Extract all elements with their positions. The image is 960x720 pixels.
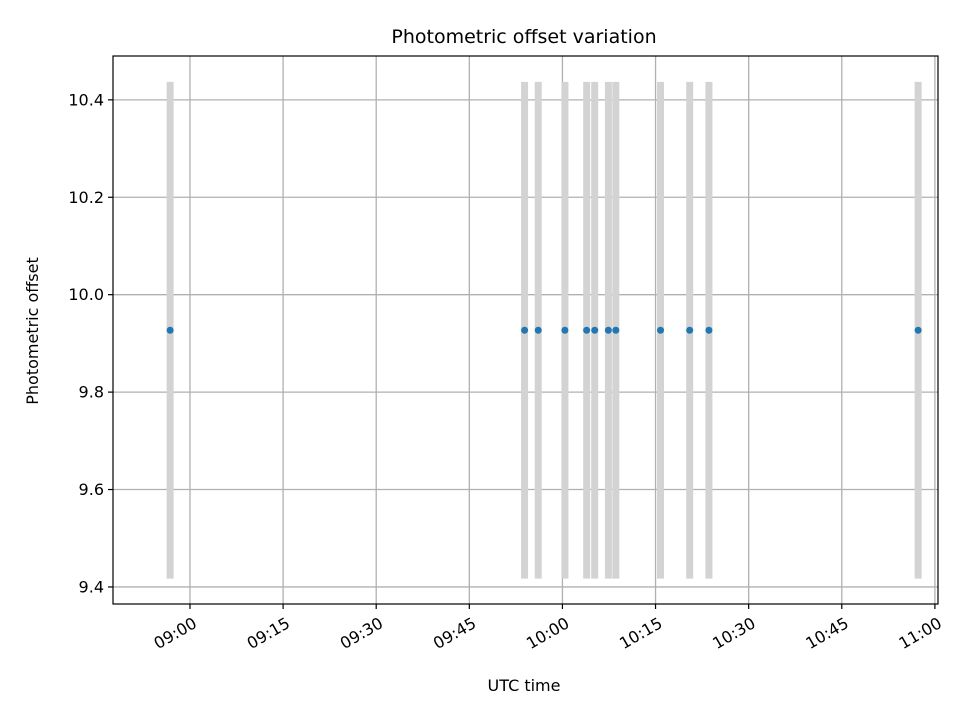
data-point: [612, 326, 620, 334]
plot-frame: [112, 55, 939, 605]
data-point: [914, 326, 922, 334]
y-tick-label: 10.4: [68, 90, 104, 109]
data-point: [657, 326, 665, 334]
y-tick-label: 9.4: [79, 577, 104, 596]
y-tick-label: 10.0: [68, 285, 104, 304]
data-point: [521, 326, 529, 334]
data-point: [534, 326, 542, 334]
y-axis-title: Photometric offset: [23, 257, 42, 405]
data-point: [604, 326, 612, 334]
data-point: [591, 326, 599, 334]
data-points: [166, 326, 922, 334]
y-axis-ticks: 9.4 9.6 9.8 10.0 10.2 10.4: [68, 90, 113, 596]
chart-title: Photometric offset variation: [391, 26, 656, 48]
x-axis-title: UTC time: [488, 676, 561, 695]
y-tick-label: 9.6: [79, 480, 104, 499]
data-point: [705, 326, 713, 334]
y-tick-label: 9.8: [79, 383, 104, 402]
data-point: [583, 326, 591, 334]
data-point: [686, 326, 694, 334]
y-tick-label: 10.2: [68, 188, 104, 207]
data-point: [166, 326, 174, 334]
data-point: [561, 326, 569, 334]
